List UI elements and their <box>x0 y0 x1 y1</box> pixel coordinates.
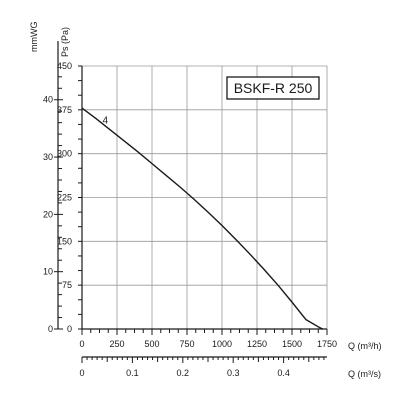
y-tick-label: 300 <box>57 149 72 159</box>
series-label: 4 <box>102 116 108 127</box>
x2-axis-title: Q (m³/s) <box>348 369 381 379</box>
left-tick-label: 10 <box>43 267 53 277</box>
chart-title: BSKF-R 250 <box>234 80 313 96</box>
x-tick-label: 500 <box>144 339 159 349</box>
y-tick-label: 375 <box>57 105 72 115</box>
x-tick-label: 1750 <box>317 339 337 349</box>
y-tick-label: 0 <box>67 324 72 334</box>
x-axis-title: Q (m³/h) <box>348 341 382 351</box>
left-tick-label: 0 <box>48 324 53 334</box>
x2-tick-label: 0.1 <box>126 368 139 378</box>
y-tick-label: 450 <box>57 61 72 71</box>
left-tick-label: 20 <box>43 209 53 219</box>
left-axis-title: mmWG <box>29 22 39 53</box>
series-line <box>81 107 324 330</box>
x2-tick-label: 0 <box>79 368 84 378</box>
x2-tick-label: 0.3 <box>227 368 240 378</box>
series-layer: 4 <box>81 107 324 330</box>
left-tick-label: 30 <box>43 152 53 162</box>
x2-tick-label: 0.4 <box>277 368 290 378</box>
left-tick-label: 40 <box>43 95 53 105</box>
y-tick-label: 150 <box>57 236 72 246</box>
x-tick-label: 750 <box>179 339 194 349</box>
x2-tick-label: 0.2 <box>177 368 190 378</box>
y-tick-label: 75 <box>62 280 72 290</box>
x-tick-label: 0 <box>79 339 84 349</box>
x-tick-label: 1000 <box>212 339 232 349</box>
x-tick-label: 250 <box>109 339 124 349</box>
y-tick-label: 225 <box>57 193 72 203</box>
y-axis-title: Ps (Pa) <box>60 27 70 57</box>
x-tick-label: 1250 <box>247 339 267 349</box>
model-label-box <box>226 76 320 100</box>
grid <box>82 65 328 329</box>
axes <box>57 41 327 358</box>
tick-labels: 0 250 500 750 1000 1250 1500 175007515022530037… <box>43 61 337 378</box>
x-tick-label: 1500 <box>282 339 302 349</box>
